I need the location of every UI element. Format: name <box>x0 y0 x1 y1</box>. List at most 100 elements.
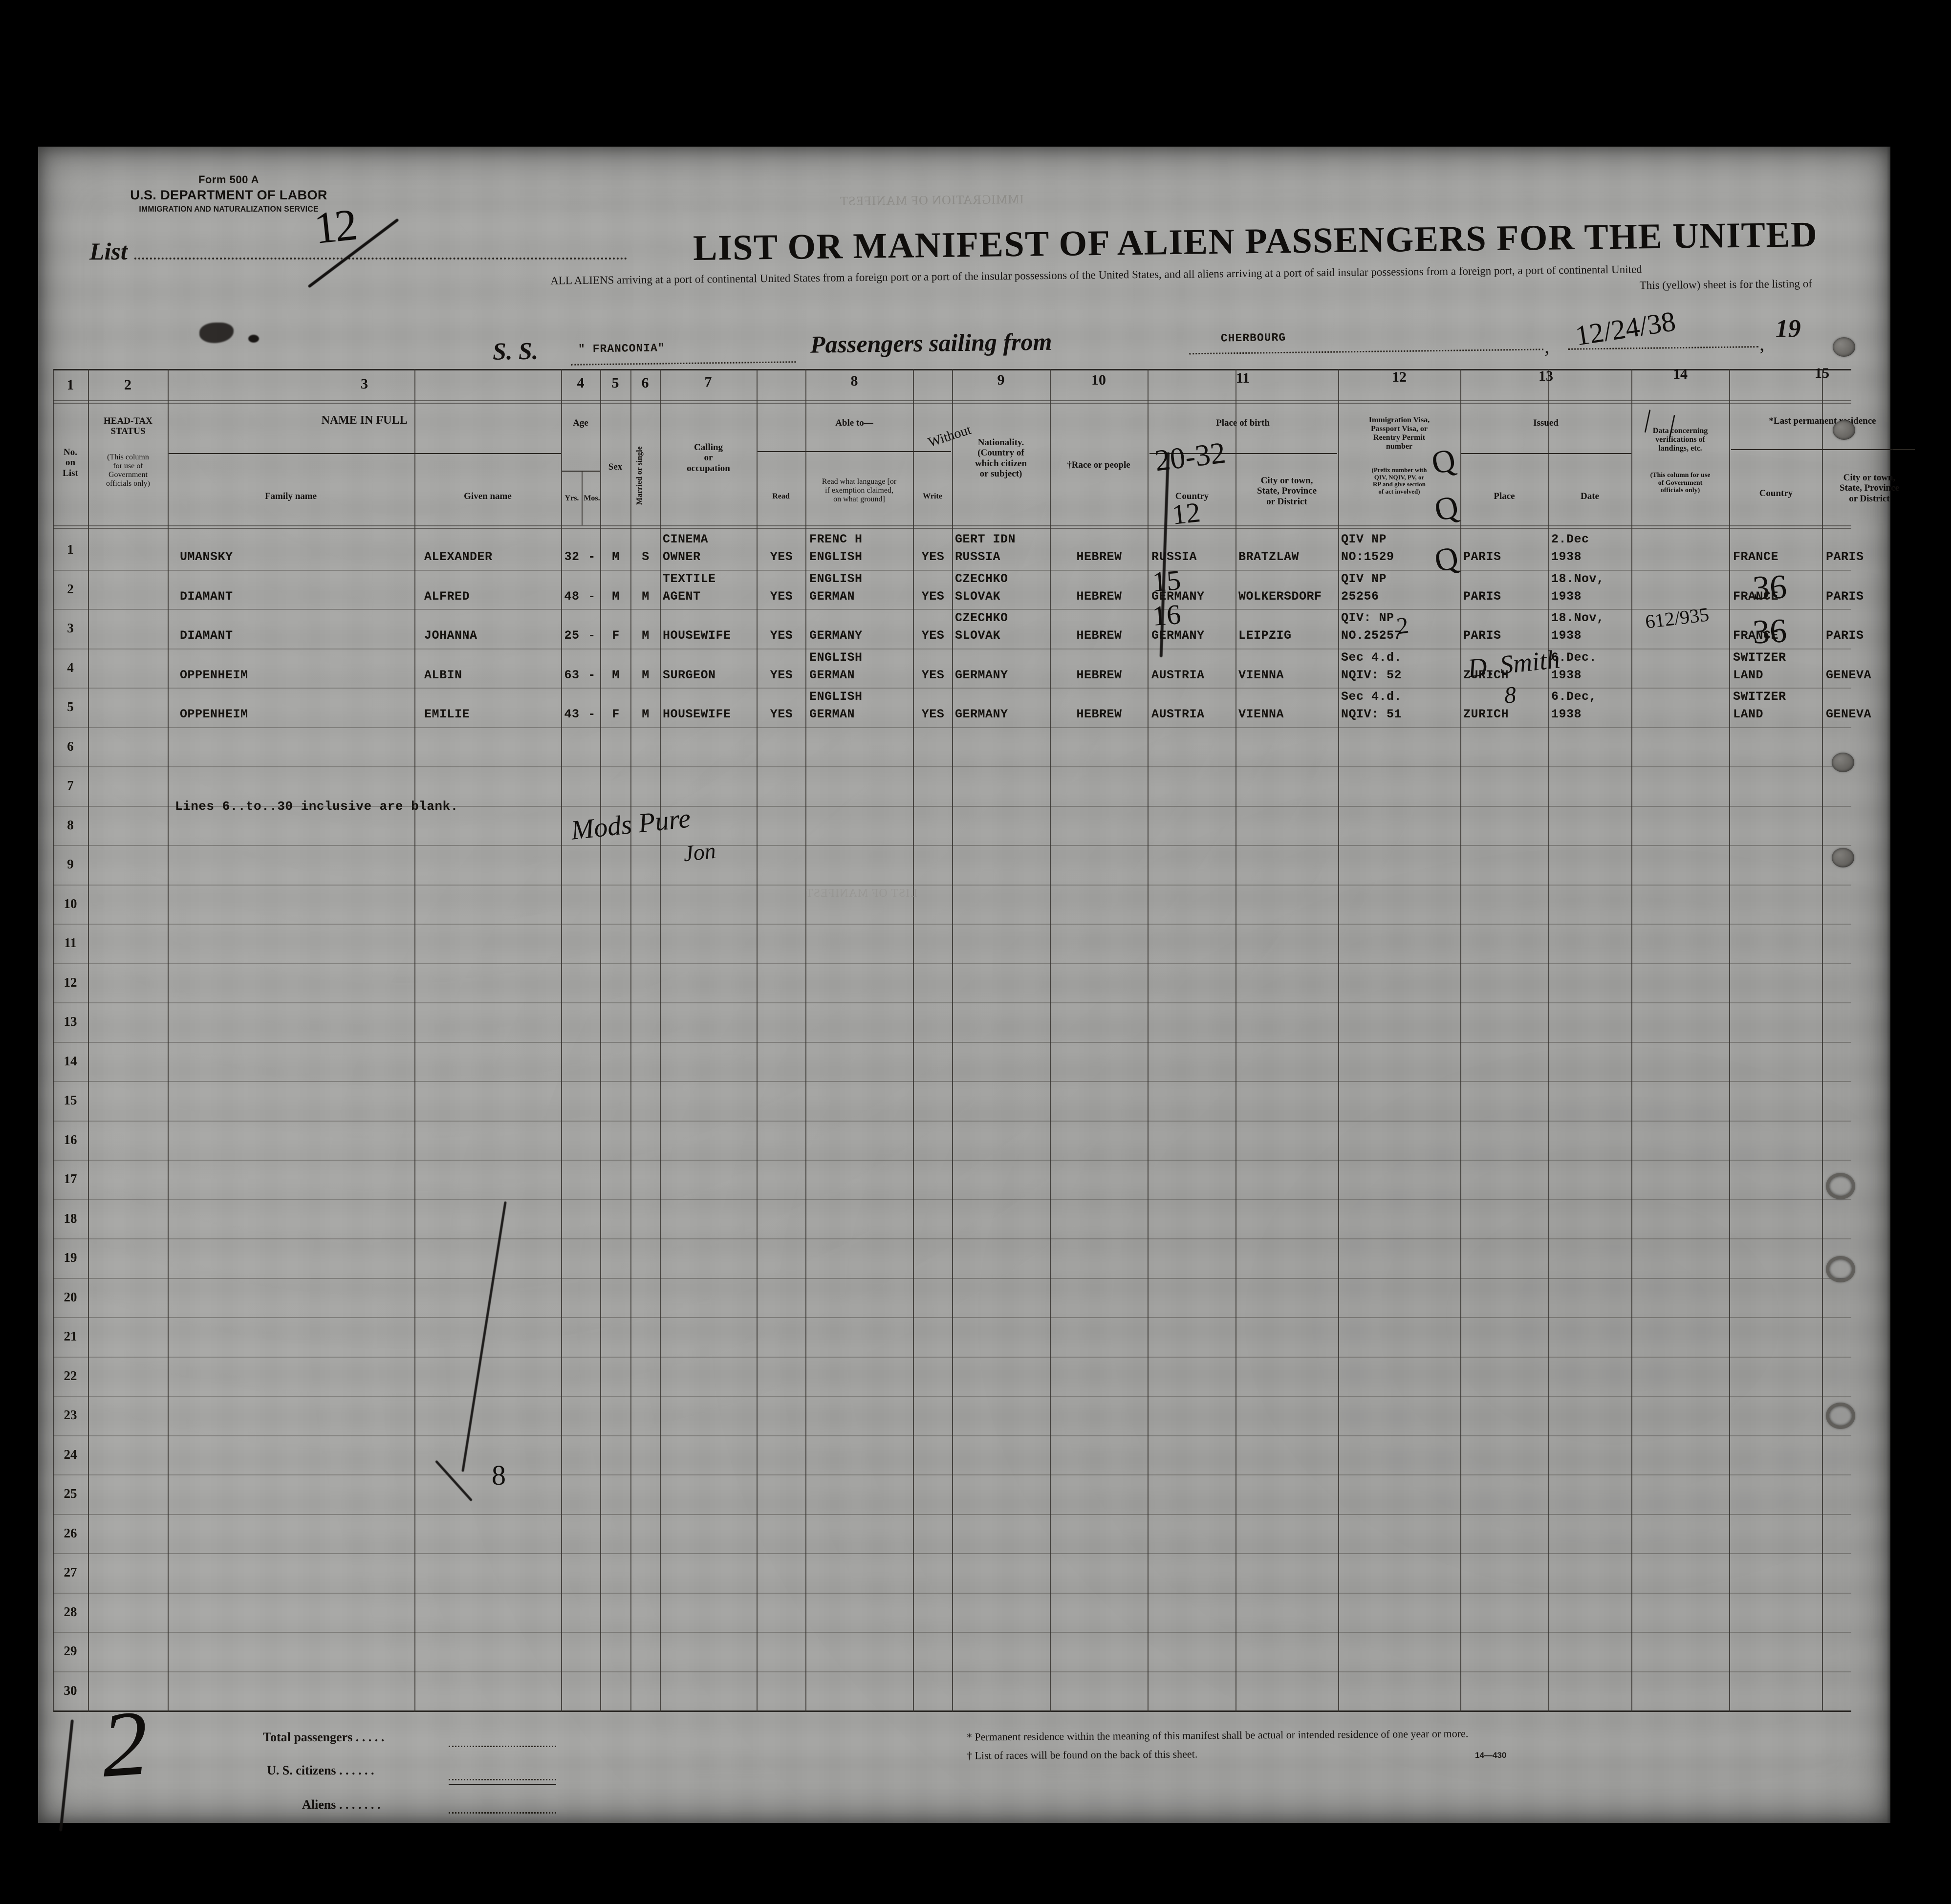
table-cell: PARIS <box>1826 589 1864 604</box>
table-cell: GERT IDN <box>955 532 1016 546</box>
table-cell: QIV NP <box>1341 571 1387 586</box>
ink-blot <box>199 323 234 343</box>
table-cell: 1938 <box>1551 707 1582 721</box>
colrule-2 <box>168 369 169 1712</box>
handwritten-20-32: 20-32 <box>1153 436 1228 478</box>
table-cell: AUSTRIA <box>1151 707 1205 721</box>
table-cell: BRATZLAW <box>1238 550 1300 564</box>
row-separator <box>53 1671 1851 1672</box>
row-separator <box>53 1120 1851 1122</box>
table-cell: - <box>588 707 596 721</box>
table-cell: CINEMA <box>663 532 709 546</box>
row-separator <box>53 1277 1851 1279</box>
list-label: List <box>89 238 128 265</box>
table-cell: ALEXANDER <box>424 550 493 564</box>
column-number-7: 7 <box>704 374 712 390</box>
table-cell: OPPENHEIM <box>180 668 248 682</box>
footer-us-citizens-label: U. S. citizens . . . . . . <box>267 1763 374 1777</box>
punch-hole-6 <box>1826 1256 1855 1282</box>
column-number-14: 14 <box>1673 366 1688 382</box>
row-separator <box>53 1553 1851 1554</box>
header-read: Read <box>772 492 790 500</box>
table-cell: ENGLISH <box>809 571 863 586</box>
row-number: 8 <box>67 817 74 832</box>
table-cell: ZURICH <box>1463 707 1509 721</box>
colrule-left <box>53 369 54 1712</box>
header-head-tax-note: (This column for use of Government offic… <box>106 453 150 488</box>
header-write: Write <box>923 492 942 500</box>
table-cell: 1938 <box>1551 589 1582 604</box>
header-read-what-language: Read what language [or if exemption clai… <box>822 477 897 503</box>
row-separator <box>53 1592 1851 1594</box>
row-number: 22 <box>64 1368 77 1383</box>
table-cell: PARIS <box>1463 550 1501 564</box>
table-cell: ALFRED <box>424 589 470 604</box>
ship-name-value: " FRANCONIA" <box>578 342 665 356</box>
voyage-line: S. S. " FRANCONIA" Passengers sailing fr… <box>493 305 1832 374</box>
header-family-name: Family name <box>264 491 317 501</box>
table-cell: GERMANY <box>809 628 863 643</box>
row-number: 16 <box>64 1132 77 1147</box>
table-cell: GERMANY <box>1151 589 1205 604</box>
department-name: U.S. DEPARTMENT OF LABOR <box>130 188 327 202</box>
table-cell: NO.25257 <box>1341 628 1402 643</box>
row-number: 3 <box>67 621 74 635</box>
row-number: 12 <box>64 974 77 990</box>
column-number-6: 6 <box>641 375 649 391</box>
table-cell: 18.Nov, <box>1551 571 1604 586</box>
table-cell: CZECHKO <box>955 571 1008 586</box>
punch-hole-5 <box>1826 1173 1855 1199</box>
row-number: 27 <box>64 1565 77 1579</box>
header-able-to: Able to— <box>835 418 873 428</box>
header-calling-or-occupation: Calling or occupation <box>687 442 730 474</box>
ship-name-rule <box>571 361 796 366</box>
row-separator <box>53 1081 1851 1082</box>
column-number-11: 11 <box>1236 370 1250 386</box>
header-verifications: Data concerning verifications of landing… <box>1652 427 1708 453</box>
table-cell: FRENC H <box>809 532 863 546</box>
sailing-date-value: 12/24/38 <box>1573 305 1678 352</box>
footnote-permanent-residence: * Permanent residence within the meaning… <box>966 1727 1469 1743</box>
table-cell: 1938 <box>1551 550 1582 564</box>
colrule-5 <box>630 369 631 1712</box>
row-separator <box>53 1160 1851 1161</box>
passenger-manifest-table: 1 2 3 4 5 6 7 8 9 10 11 12 13 14 15 No. … <box>53 365 1915 1786</box>
punch-hole-2 <box>1833 420 1855 440</box>
colrule-1 <box>88 369 89 1712</box>
table-cell: M <box>642 589 650 604</box>
row-number: 7 <box>67 778 74 793</box>
table-cell: FRANCE <box>1733 550 1779 564</box>
colrule-4a <box>600 369 601 1712</box>
table-cell: HEBREW <box>1076 589 1122 604</box>
table-cell: VIENNA <box>1238 707 1284 721</box>
handwritten-check-tail <box>434 1460 473 1502</box>
row-number: 13 <box>64 1014 77 1029</box>
table-cell: 63 <box>564 668 580 682</box>
table-cell: EMILIE <box>424 707 470 721</box>
table-cell: DIAMANT <box>180 589 233 604</box>
row-separator <box>53 1002 1851 1003</box>
comma-2: , <box>1759 332 1765 355</box>
header-sex: Sex <box>608 462 623 472</box>
colrule-15b <box>1822 369 1823 1712</box>
table-cell: GERMAN <box>809 707 855 721</box>
table-cell: YES <box>770 550 793 564</box>
header-given-name: Given name <box>464 491 512 501</box>
table-cell: ALBIN <box>424 668 462 682</box>
colrule-8b <box>913 369 914 1712</box>
table-cell: GERMANY <box>955 668 1008 682</box>
column-number-2: 2 <box>124 377 131 393</box>
row-separator <box>53 727 1851 728</box>
table-cell: GERMANY <box>955 707 1008 721</box>
colrule-15a <box>1729 369 1730 1712</box>
header-verifications-note: (This column for use of Government offic… <box>1650 472 1711 495</box>
table-cell: CZECHKO <box>955 611 1008 625</box>
table-cell: SLOVAK <box>955 589 1001 604</box>
header-nationality: Nationality. (Country of which citizen o… <box>975 437 1027 479</box>
table-cell: NQIV: 52 <box>1341 668 1402 682</box>
table-cell: - <box>588 589 596 604</box>
colrule-8a <box>805 369 806 1712</box>
service-name: IMMIGRATION AND NATURALIZATION SERVICE <box>139 204 319 214</box>
table-cell: PARIS <box>1463 628 1501 643</box>
table-cell: SLOVAK <box>955 628 1001 643</box>
